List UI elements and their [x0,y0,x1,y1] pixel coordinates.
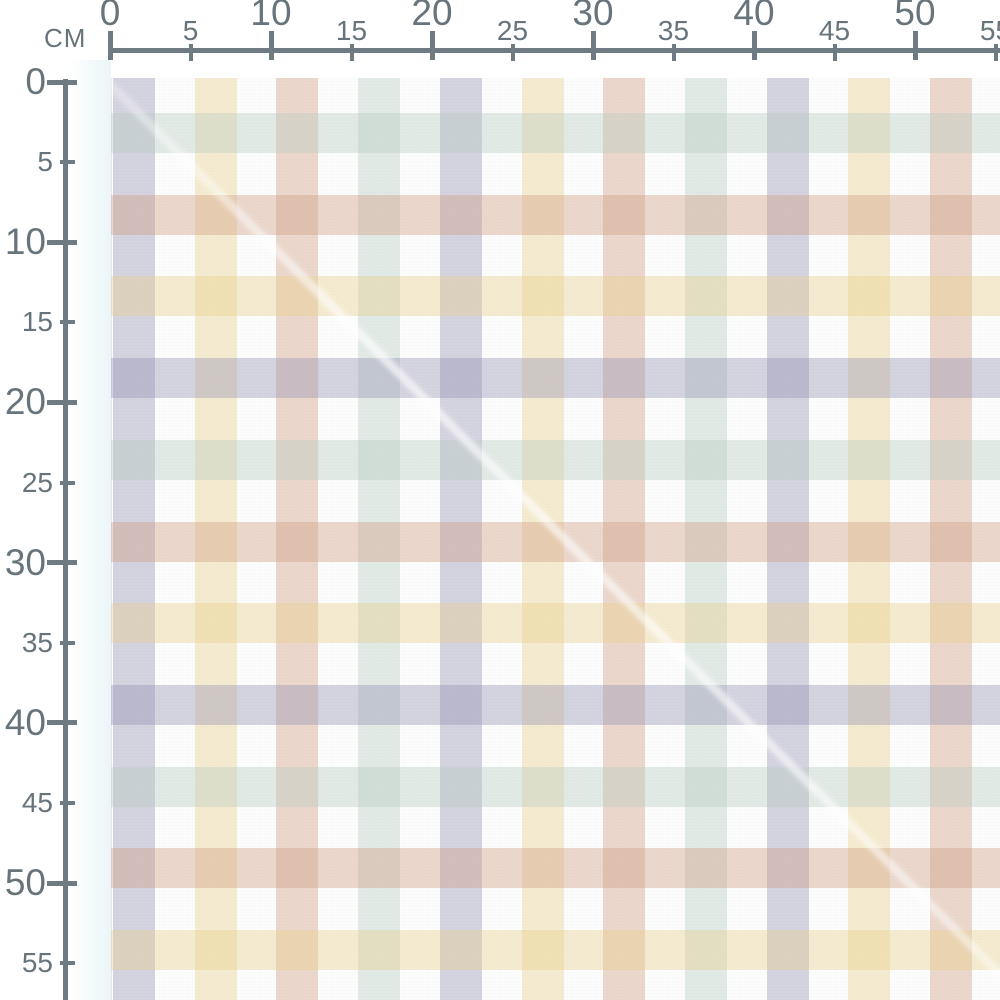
ruler-tick [671,44,676,61]
ruler-tick-label: 40 [4,701,46,743]
vertical-ruler-line [63,79,68,1000]
vertical-stripe-yellow [194,78,237,1000]
horizontal-stripe-yellow [111,930,1000,970]
ruler-tick [107,31,113,60]
ruler-tick-label: 5 [182,15,199,46]
vertical-stripe-orange [930,78,972,1000]
horizontal-ruler-line [110,48,1000,53]
ruler-tick [268,31,274,60]
ruler-tick [349,44,354,61]
vertical-stripe-yellow [521,78,564,1000]
ruler-tick-label: 10 [250,0,292,33]
ruler-tick-label: 5 [37,146,53,178]
horizontal-stripe-green [111,766,1000,807]
ruler-tick-label: 15 [335,15,368,46]
ruler-tick-label: 45 [21,786,53,818]
ruler-tick [751,31,757,60]
ruler-tick-label: 0 [99,0,121,33]
ruler-tick-label: 35 [657,15,690,46]
ruler-tick-label: 30 [4,541,46,583]
ruler-tick-label: 0 [25,61,46,102]
vertical-stripe-green [358,78,401,1000]
ruler-tick-label: 20 [411,0,453,33]
ruler-tick [429,31,435,60]
ruler-tick [993,44,998,61]
ruler-tick [590,31,596,60]
ruler-tick-label: 55 [21,947,53,979]
vertical-stripe-green [684,78,727,1000]
ruler-tick-label: 50 [894,0,936,33]
ruler-tick [832,44,837,61]
vertical-stripe-orange [603,78,646,1000]
ruler-tick-label: 15 [21,306,53,338]
ruler-unit-label: CM [44,23,87,53]
horizontal-stripe-green [111,113,1000,153]
vertical-stripe-lavender [113,78,155,1000]
fabric-swatch [111,78,1000,1000]
ruler-tick-label: 20 [4,381,46,423]
horizontal-stripe-lavender [111,358,1000,399]
ruler-tick [912,31,918,60]
horizontal-stripe-lavender [111,684,1000,725]
ruler-tick-label: 25 [21,466,53,498]
ruler-tick-label: 25 [496,15,529,46]
ruler-tick-label: 40 [733,0,775,33]
vertical-stripe-lavender [766,78,809,1000]
ruler-tick-label: 45 [818,15,851,46]
ruler-tick-label: 55 [979,15,1000,46]
ruler-tick [510,44,515,61]
ruler-tick [188,44,193,61]
horizontal-stripe-yellow [111,276,1000,317]
ruler-tick-label: 30 [572,0,614,33]
horizontal-stripe-yellow [111,603,1000,644]
vertical-stripe-lavender [439,78,482,1000]
ruler-tick-label: 35 [21,626,53,658]
horizontal-stripe-orange [111,848,1000,889]
ruler-gutter [70,60,111,1000]
ruler-tick-label: 50 [4,862,46,903]
ruler-tick-label: 10 [4,221,46,263]
vertical-stripe-orange [276,78,319,1000]
horizontal-stripe-green [111,439,1000,480]
horizontal-stripes-layer [111,78,1000,1000]
